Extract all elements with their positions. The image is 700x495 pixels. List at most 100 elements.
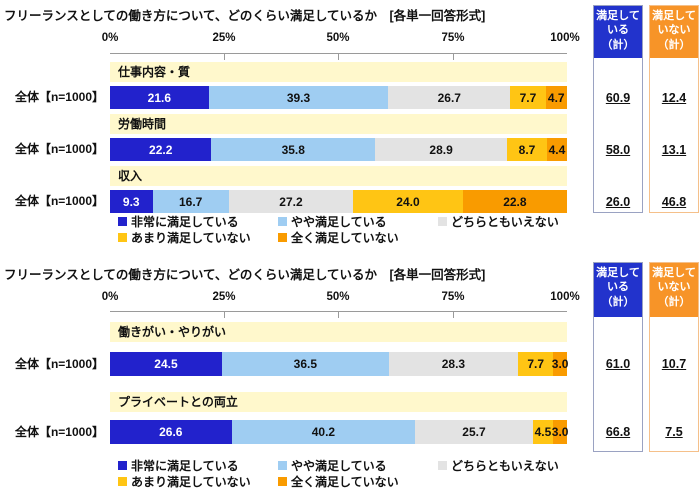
segment-value: 3.0 xyxy=(551,357,569,371)
bar-segment-not-at-all-satisfied: 22.8 xyxy=(462,190,567,213)
segment-value: 28.3 xyxy=(441,357,466,371)
bar-segment-somewhat-satisfied: 35.8 xyxy=(211,138,376,161)
tick-mark-25 xyxy=(224,311,225,318)
summary-value: 26.0 xyxy=(605,195,631,209)
axis-tick-0: 0% xyxy=(101,32,119,44)
stacked-bar: 9.3 16.7 27.2 24.0 22.8 xyxy=(110,190,567,213)
legend-swatch xyxy=(438,460,447,470)
summary-value: 7.5 xyxy=(665,425,683,439)
segment-value: 25.7 xyxy=(462,425,486,439)
category-band: プライベートとの両立 xyxy=(110,392,567,412)
segment-value: 22.2 xyxy=(149,142,173,157)
segment-value: 7.7 xyxy=(519,90,537,105)
bar-segment-neither: 28.3 xyxy=(388,352,519,376)
legend-label: あまり満足していない xyxy=(131,230,251,245)
segment-value: 40.2 xyxy=(311,425,336,439)
bar-segment-very-satisfied: 26.6 xyxy=(110,420,232,444)
legend-swatch xyxy=(278,476,287,486)
legend-item-somewhat-satisfied: やや満足している xyxy=(278,214,387,229)
summary-header-satisfied: 満足して いる （計） xyxy=(594,6,642,58)
bar-segment-neither: 26.7 xyxy=(388,86,511,109)
segment-value: 21.6 xyxy=(147,90,172,105)
summary-value: 13.1 xyxy=(661,143,687,157)
segment-value: 7.7 xyxy=(527,357,545,371)
legend-item-neither: どちらともいえない xyxy=(438,458,559,473)
bar-segment-not-very-satisfied: 7.7 xyxy=(518,352,554,376)
axis-tick-25: 25% xyxy=(212,291,236,303)
legend-item-very-satisfied: 非常に満足している xyxy=(118,458,239,473)
summary-value: 10.7 xyxy=(661,357,687,371)
summary-column-unsatisfied: 満足して いない （計） 12.4 13.1 46.8 xyxy=(649,5,699,213)
stacked-bar: 22.2 35.8 28.9 8.7 4.4 xyxy=(110,138,567,161)
summary-value: 66.8 xyxy=(605,425,631,439)
bar-segment-not-very-satisfied: 8.7 xyxy=(507,138,547,161)
summary-value: 12.4 xyxy=(661,91,687,105)
segment-value: 4.5 xyxy=(534,425,552,439)
bar-segment-not-at-all-satisfied: 3.0 xyxy=(552,420,568,444)
bar-segment-somewhat-satisfied: 36.5 xyxy=(221,352,389,376)
bar-segment-somewhat-satisfied: 40.2 xyxy=(231,420,416,444)
legend-swatch xyxy=(118,232,127,242)
legend-label: 全く満足していない xyxy=(291,474,399,489)
axis-tick-25: 25% xyxy=(212,32,236,44)
summary-column-satisfied: 満足して いる （計） 61.0 66.8 xyxy=(593,262,643,452)
axis-tick-0: 0% xyxy=(101,291,119,303)
summary-value: 60.9 xyxy=(605,91,631,105)
axis-tick-100: 100% xyxy=(550,32,580,44)
tick-mark-50 xyxy=(338,53,339,60)
row-label: 全体【n=1000】 xyxy=(14,194,104,208)
summary-header-unsatisfied: 満足して いない （計） xyxy=(650,6,698,58)
bar-segment-very-satisfied: 9.3 xyxy=(110,190,153,213)
segment-value: 9.3 xyxy=(122,194,140,209)
axis-tick-50: 50% xyxy=(326,32,350,44)
summary-value: 61.0 xyxy=(605,357,631,371)
bar-segment-not-very-satisfied: 24.0 xyxy=(353,190,463,213)
segment-value: 24.0 xyxy=(396,194,420,209)
legend-item-very-satisfied: 非常に満足している xyxy=(118,214,239,229)
bar-segment-very-satisfied: 24.5 xyxy=(110,352,222,376)
bar-segment-very-satisfied: 22.2 xyxy=(110,138,212,161)
bar-segment-very-satisfied: 21.6 xyxy=(110,86,209,109)
tick-mark-75 xyxy=(453,311,454,318)
segment-value: 4.4 xyxy=(548,142,566,157)
chart-1-title: フリーランスとしての働き方について、どのくらい満足しているか [各単一回答形式] xyxy=(4,9,486,23)
segment-value: 24.5 xyxy=(154,357,178,371)
legend-swatch xyxy=(438,216,447,226)
summary-column-unsatisfied: 満足して いない （計） 10.7 7.5 xyxy=(649,262,699,452)
legend-swatch xyxy=(278,460,287,470)
tick-mark-50 xyxy=(338,311,339,318)
bar-segment-not-at-all-satisfied: 4.4 xyxy=(546,138,567,161)
bar-segment-neither: 27.2 xyxy=(228,190,354,213)
legend-item-somewhat-satisfied: やや満足している xyxy=(278,458,387,473)
stacked-bar: 21.6 39.3 26.7 7.7 4.7 xyxy=(110,86,567,109)
axis-tick-100: 100% xyxy=(550,291,580,303)
segment-value: 22.8 xyxy=(503,194,527,209)
segment-value: 35.8 xyxy=(281,142,305,157)
legend-label: 非常に満足している xyxy=(131,458,239,473)
segment-value: 27.2 xyxy=(279,194,303,209)
legend-label: 非常に満足している xyxy=(131,214,239,229)
category-band: 働きがい・やりがい xyxy=(110,322,567,342)
legend-label: やや満足している xyxy=(291,214,387,229)
legend-label: どちらともいえない xyxy=(451,214,559,229)
row-label: 全体【n=1000】 xyxy=(14,90,104,104)
summary-value: 58.0 xyxy=(605,143,631,157)
bar-segment-not-very-satisfied: 7.7 xyxy=(510,86,546,109)
stacked-bar: 24.5 36.5 28.3 7.7 3.0 xyxy=(110,352,569,376)
chart-2: フリーランスとしての働き方について、どのくらい満足しているか [各単一回答形式]… xyxy=(0,248,700,495)
row-label: 全体【n=1000】 xyxy=(14,142,104,156)
segment-value: 36.5 xyxy=(293,357,318,371)
legend-swatch xyxy=(118,460,127,470)
summary-header-satisfied: 満足して いる （計） xyxy=(594,263,642,317)
bar-segment-not-at-all-satisfied: 3.0 xyxy=(551,352,569,376)
axis-tick-75: 75% xyxy=(441,32,465,44)
tick-mark-75 xyxy=(453,53,454,60)
summary-header-unsatisfied: 満足して いない （計） xyxy=(650,263,698,317)
bar-segment-somewhat-satisfied: 39.3 xyxy=(208,86,389,109)
legend-swatch xyxy=(118,476,127,486)
bar-segment-not-at-all-satisfied: 4.7 xyxy=(545,86,567,109)
legend-label: どちらともいえない xyxy=(451,458,559,473)
stacked-bar: 26.6 40.2 25.7 4.5 3.0 xyxy=(110,420,568,444)
row-label: 全体【n=1000】 xyxy=(14,357,104,371)
segment-value: 26.7 xyxy=(437,90,461,105)
